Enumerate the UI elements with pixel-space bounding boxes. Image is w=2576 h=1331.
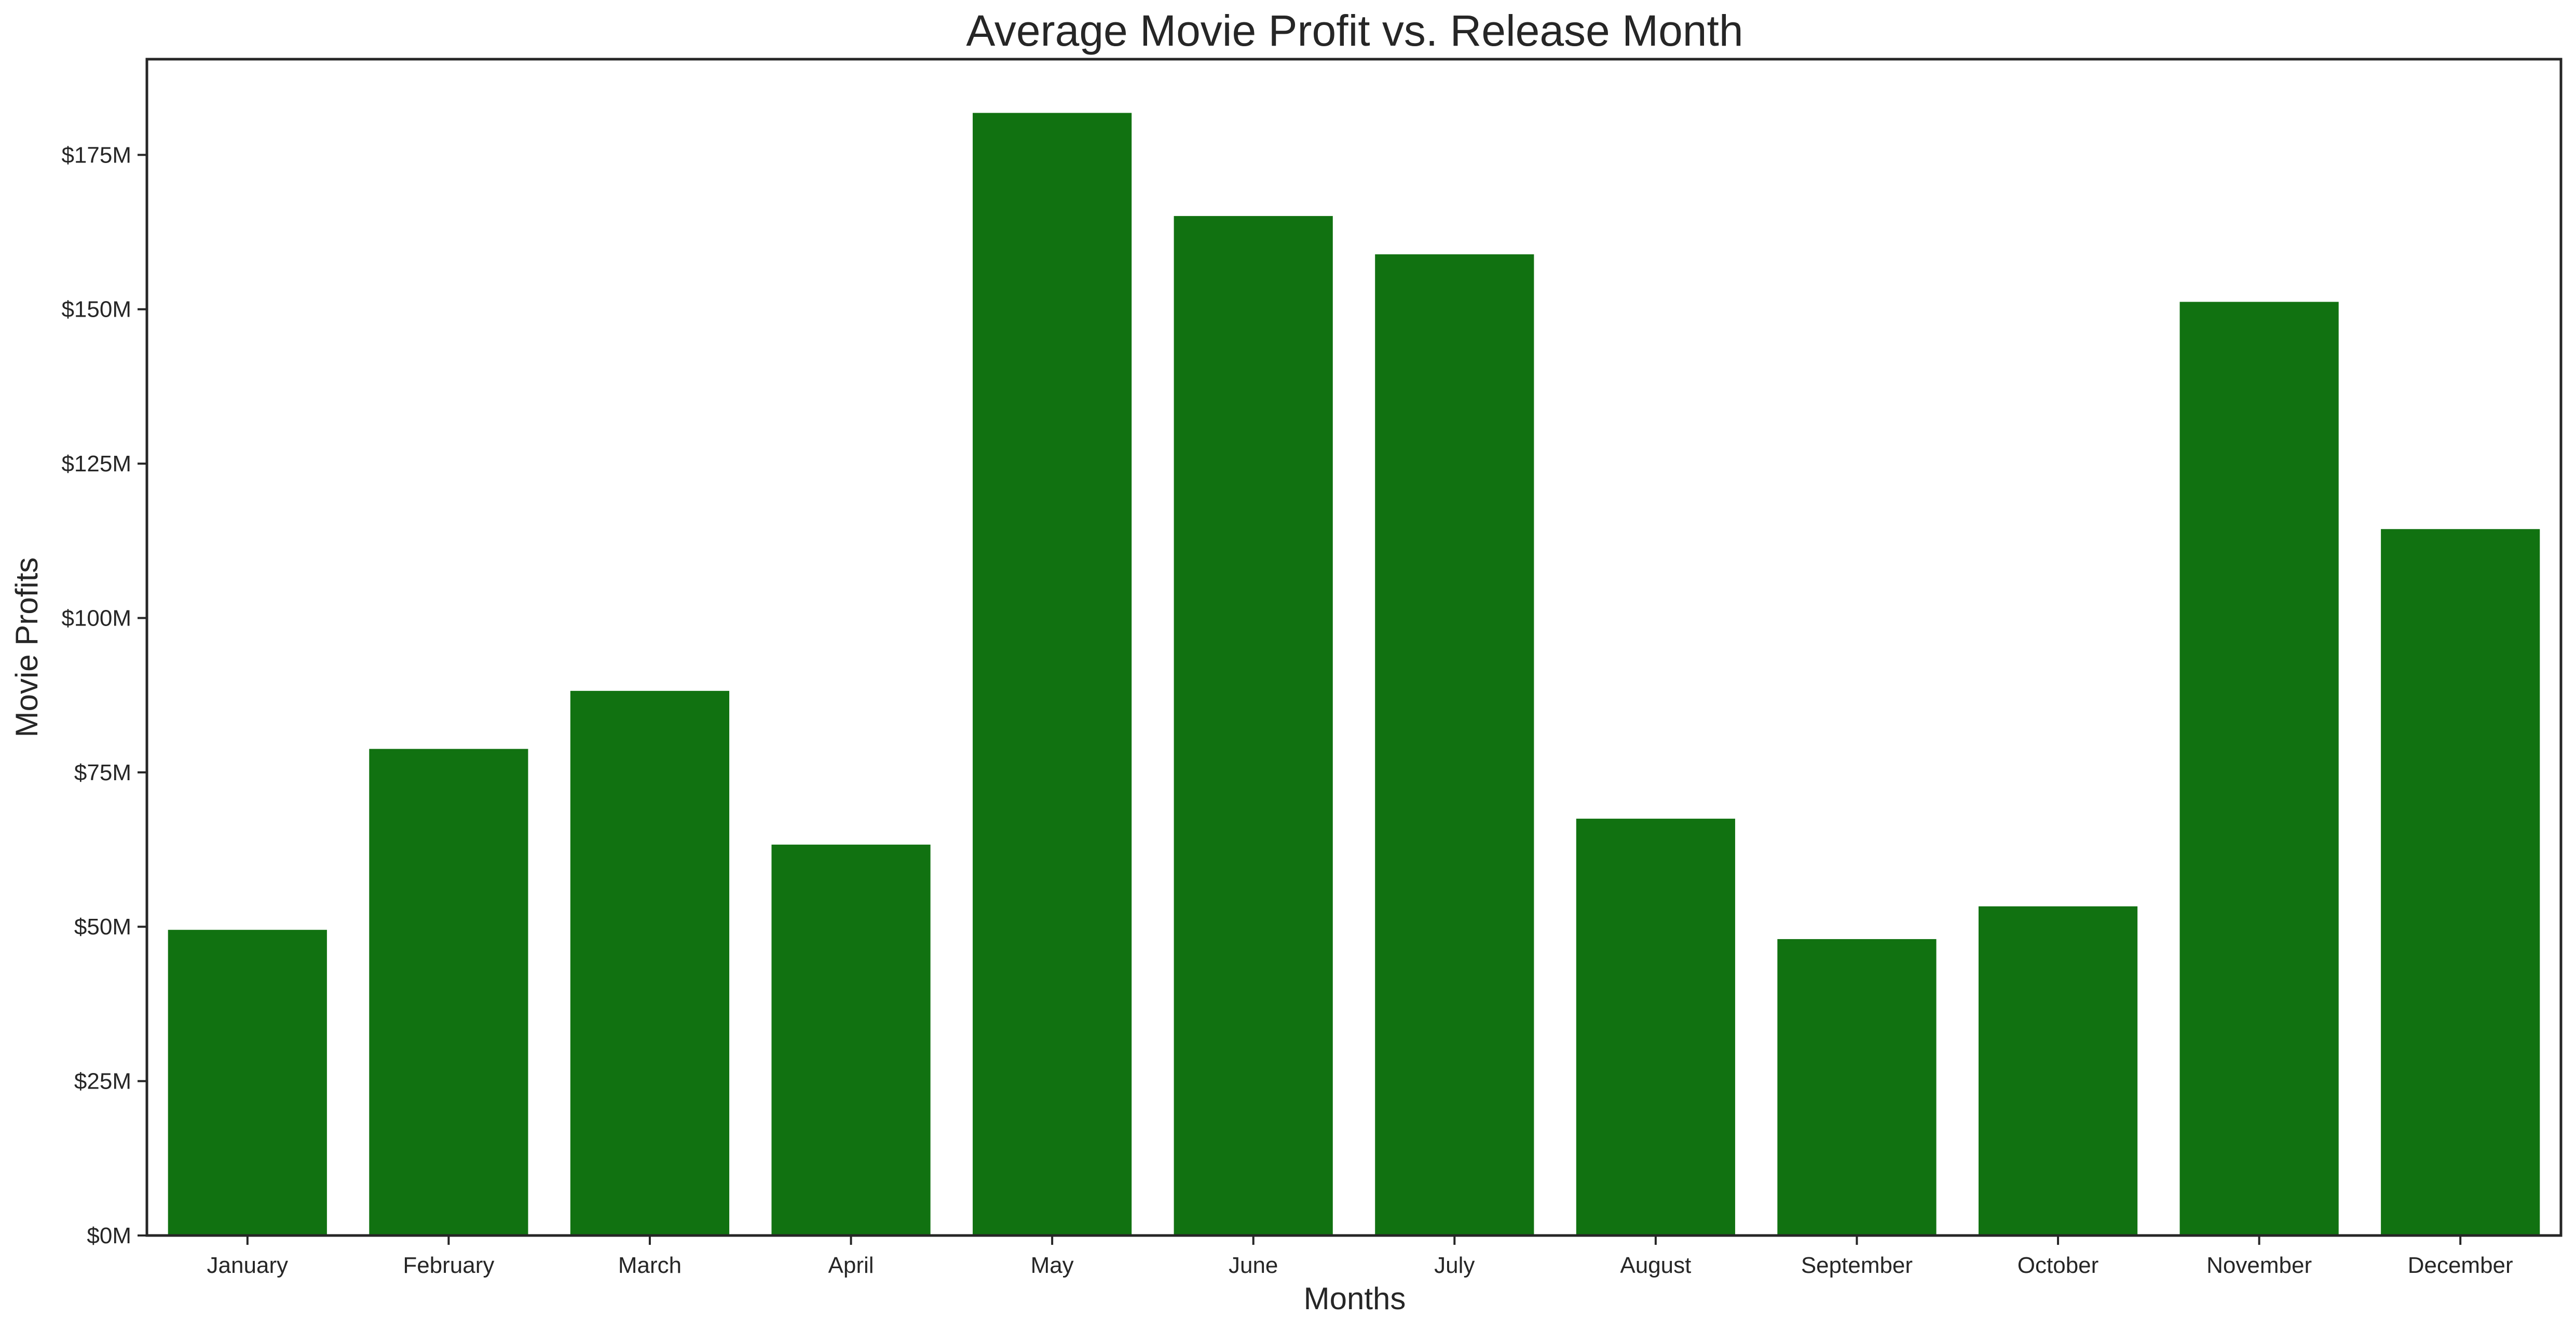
bar-june xyxy=(1174,216,1333,1236)
chart-title: Average Movie Profit vs. Release Month xyxy=(966,6,1743,55)
y-tick-label: $125M xyxy=(61,451,131,477)
x-tick-label: August xyxy=(1620,1253,1691,1278)
y-axis-label: Movie Profits xyxy=(9,558,44,738)
bar-november xyxy=(2179,302,2339,1235)
bar-july xyxy=(1375,254,1534,1235)
x-tick-label: January xyxy=(207,1253,289,1278)
y-tick-label: $0M xyxy=(87,1223,131,1248)
x-axis-label: Months xyxy=(1304,1281,1406,1316)
bar-may xyxy=(973,113,1132,1236)
y-tick-label: $50M xyxy=(74,914,131,940)
x-axis-ticks: January February March April May June July Augu… xyxy=(207,1235,2513,1278)
y-tick-label: $100M xyxy=(61,605,131,631)
bar-april xyxy=(771,845,931,1235)
bars xyxy=(168,113,2540,1236)
bar-september xyxy=(1777,939,1937,1235)
x-tick-label: October xyxy=(2018,1253,2099,1278)
y-tick-label: $25M xyxy=(74,1069,131,1094)
bar-march xyxy=(570,690,730,1235)
x-tick-label: May xyxy=(1031,1253,1074,1278)
x-tick-label: December xyxy=(2408,1253,2513,1278)
plot-frame xyxy=(145,58,2563,1237)
x-tick-label: March xyxy=(618,1253,682,1278)
bar-august xyxy=(1576,819,1735,1235)
bar-december xyxy=(2381,529,2540,1236)
bar-february xyxy=(369,749,528,1235)
x-tick-label: November xyxy=(2206,1253,2312,1278)
y-tick-label: $150M xyxy=(61,297,131,322)
x-tick-label: July xyxy=(1434,1253,1475,1278)
x-tick-label: September xyxy=(1801,1253,1913,1278)
y-tick-label: $175M xyxy=(61,142,131,168)
x-tick-label: April xyxy=(828,1253,874,1278)
bar-october xyxy=(1978,906,2138,1235)
y-axis-ticks: $0M $25M $50M $75M $100M $125M $150M $175M xyxy=(61,142,147,1248)
bar-january xyxy=(168,930,327,1235)
x-tick-label: February xyxy=(403,1253,494,1278)
x-tick-label: June xyxy=(1229,1253,1278,1278)
y-tick-label: $75M xyxy=(74,760,131,785)
